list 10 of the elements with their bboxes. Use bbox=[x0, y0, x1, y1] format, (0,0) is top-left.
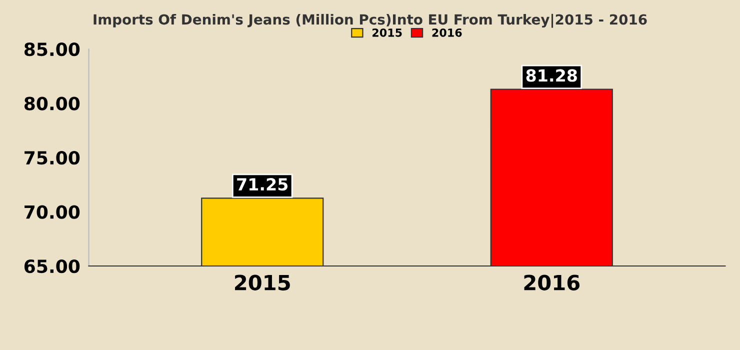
y-tick-label: 65.00 bbox=[24, 259, 80, 274]
chart-title: Imports Of Denim's Jeans (Million Pcs)Into EU From Turkey|2015 - 2016 bbox=[94, 14, 647, 28]
y-tick-label: 70.00 bbox=[24, 205, 80, 219]
y-tick-label: 75.00 bbox=[24, 150, 80, 165]
data-label: 81.28 bbox=[526, 69, 577, 82]
legend-label: 2015 bbox=[372, 28, 402, 37]
y-tick-label: 85.00 bbox=[24, 42, 80, 56]
legend-label: 2016 bbox=[432, 28, 462, 37]
y-tick-label: 80.00 bbox=[24, 96, 80, 110]
data-label: 71.25 bbox=[237, 178, 288, 191]
